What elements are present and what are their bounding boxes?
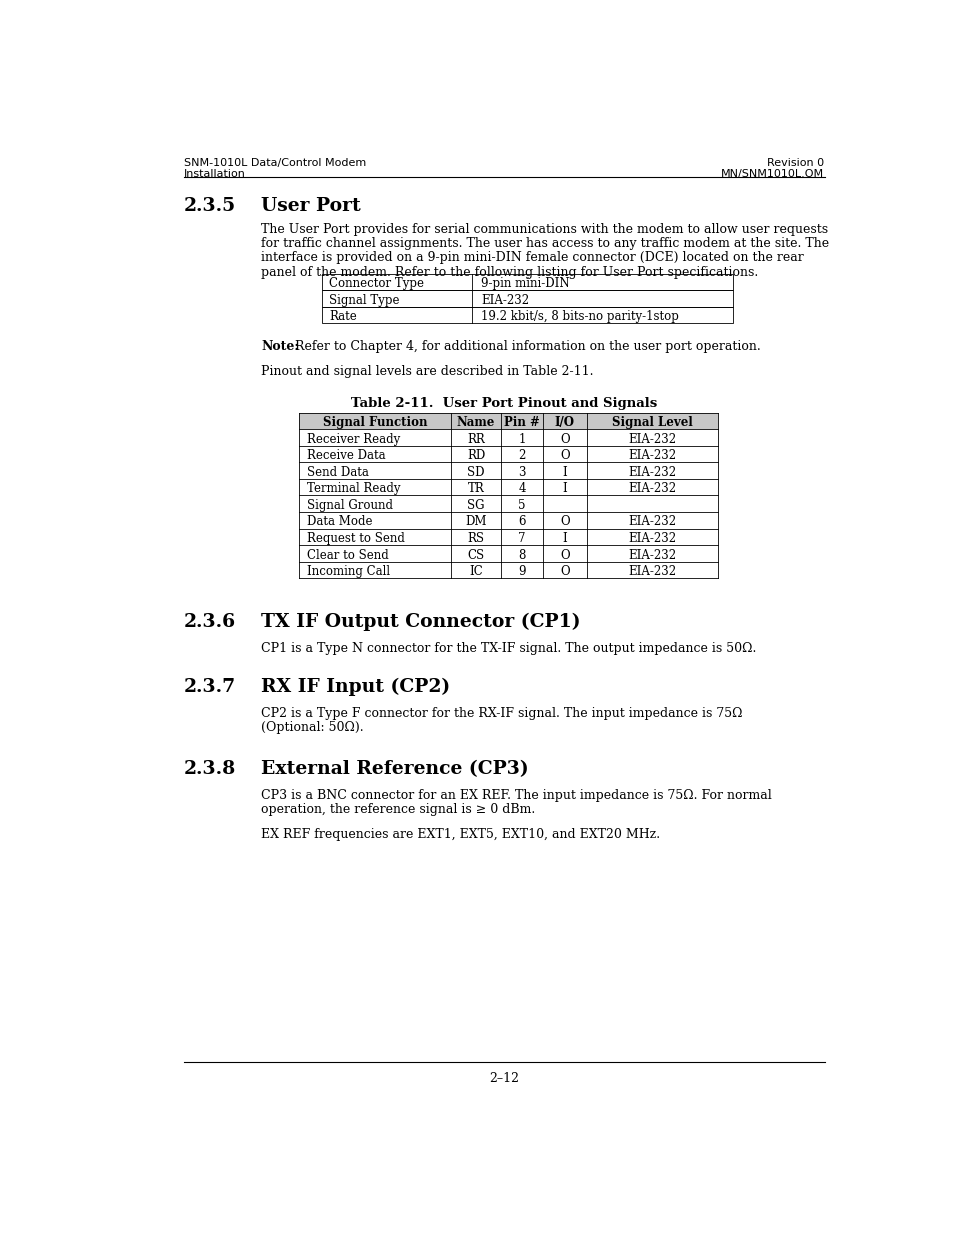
Text: The User Port provides for serial communications with the modem to allow user re: The User Port provides for serial commun…	[261, 222, 827, 236]
Text: O: O	[559, 450, 569, 462]
Text: Incoming Call: Incoming Call	[307, 566, 390, 578]
Text: O: O	[559, 515, 569, 529]
Text: Receiver Ready: Receiver Ready	[307, 432, 399, 446]
Text: Note:: Note:	[261, 341, 298, 353]
Text: Rate: Rate	[329, 310, 356, 324]
Text: (Optional: 50Ω).: (Optional: 50Ω).	[261, 721, 363, 734]
Text: I: I	[562, 483, 567, 495]
Text: I: I	[562, 532, 567, 545]
Text: EIA-232: EIA-232	[627, 548, 676, 562]
Text: EIA-232: EIA-232	[480, 294, 529, 306]
Text: Pinout and signal levels are described in Table 2-11.: Pinout and signal levels are described i…	[261, 366, 593, 378]
Text: 9: 9	[518, 566, 525, 578]
Text: User Port: User Port	[261, 196, 360, 215]
Bar	[298, 412, 717, 430]
Text: RD: RD	[467, 450, 485, 462]
Text: EIA-232: EIA-232	[627, 515, 676, 529]
Text: CP2 is a Type F connector for the RX-IF signal. The input impedance is 75Ω: CP2 is a Type F connector for the RX-IF …	[261, 706, 741, 720]
Text: CP3 is a BNC connector for an EX REF. The input impedance is 75Ω. For normal: CP3 is a BNC connector for an EX REF. Th…	[261, 789, 771, 803]
Text: RX IF Input (CP2): RX IF Input (CP2)	[261, 678, 450, 695]
Text: 9-pin mini-DIN: 9-pin mini-DIN	[480, 277, 569, 290]
Text: Installation: Installation	[183, 169, 245, 179]
Text: 1: 1	[518, 432, 525, 446]
Text: O: O	[559, 432, 569, 446]
Text: EIA-232: EIA-232	[627, 532, 676, 545]
Text: EIA-232: EIA-232	[627, 483, 676, 495]
Text: 2.3.6: 2.3.6	[183, 613, 235, 631]
Text: 19.2 kbit/s, 8 bits-no parity-1stop: 19.2 kbit/s, 8 bits-no parity-1stop	[480, 310, 679, 324]
Text: I: I	[562, 466, 567, 479]
Bar	[322, 290, 732, 306]
Text: Refer to Chapter 4, for additional information on the user port operation.: Refer to Chapter 4, for additional infor…	[291, 341, 760, 353]
Text: 3: 3	[518, 466, 525, 479]
Text: 7: 7	[518, 532, 525, 545]
Text: EIA-232: EIA-232	[627, 566, 676, 578]
Text: TR: TR	[467, 483, 484, 495]
Text: 2.3.8: 2.3.8	[183, 760, 235, 778]
Text: Receive Data: Receive Data	[307, 450, 385, 462]
Text: Signal Level: Signal Level	[611, 416, 692, 429]
Bar	[322, 306, 732, 324]
Text: panel of the modem. Refer to the following listing for User Port specifications.: panel of the modem. Refer to the followi…	[261, 266, 758, 279]
Text: EIA-232: EIA-232	[627, 466, 676, 479]
Bar	[322, 274, 732, 290]
Text: EIA-232: EIA-232	[627, 432, 676, 446]
Text: Signal Function: Signal Function	[322, 416, 427, 429]
Text: Request to Send: Request to Send	[307, 532, 404, 545]
Text: SD: SD	[467, 466, 484, 479]
Text: MN/SNM1010L.OM: MN/SNM1010L.OM	[720, 169, 823, 179]
Text: 2.3.5: 2.3.5	[183, 196, 235, 215]
Text: 4: 4	[518, 483, 525, 495]
Text: CP1 is a Type N connector for the TX-IF signal. The output impedance is 50Ω.: CP1 is a Type N connector for the TX-IF …	[261, 642, 756, 655]
Text: EX REF frequencies are EXT1, EXT5, EXT10, and EXT20 MHz.: EX REF frequencies are EXT1, EXT5, EXT10…	[261, 827, 659, 841]
Text: Terminal Ready: Terminal Ready	[307, 483, 400, 495]
Text: Name: Name	[456, 416, 495, 429]
Text: interface is provided on a 9-pin mini-DIN female connector (DCE) located on the : interface is provided on a 9-pin mini-DI…	[261, 252, 803, 264]
Text: Revision 0: Revision 0	[766, 158, 823, 168]
Text: TX IF Output Connector (CP1): TX IF Output Connector (CP1)	[261, 613, 580, 631]
Text: Signal Type: Signal Type	[329, 294, 399, 306]
Text: DM: DM	[465, 515, 486, 529]
Text: EIA-232: EIA-232	[627, 450, 676, 462]
Text: O: O	[559, 566, 569, 578]
Text: Table 2-11.  User Port Pinout and Signals: Table 2-11. User Port Pinout and Signals	[351, 398, 657, 410]
Text: operation, the reference signal is ≥ 0 dBm.: operation, the reference signal is ≥ 0 d…	[261, 804, 535, 816]
Text: 2.3.7: 2.3.7	[183, 678, 235, 695]
Text: 6: 6	[518, 515, 525, 529]
Text: Pin #: Pin #	[504, 416, 539, 429]
Text: 2–12: 2–12	[489, 1072, 518, 1086]
Text: I/O: I/O	[555, 416, 575, 429]
Text: CS: CS	[467, 548, 484, 562]
Text: IC: IC	[469, 566, 482, 578]
Text: 5: 5	[518, 499, 525, 513]
Text: Data Mode: Data Mode	[307, 515, 372, 529]
Text: for traffic channel assignments. The user has access to any traffic modem at the: for traffic channel assignments. The use…	[261, 237, 828, 251]
Text: SG: SG	[467, 499, 484, 513]
Text: Clear to Send: Clear to Send	[307, 548, 388, 562]
Text: 2: 2	[518, 450, 525, 462]
Text: 8: 8	[518, 548, 525, 562]
Text: O: O	[559, 548, 569, 562]
Text: Signal Ground: Signal Ground	[307, 499, 393, 513]
Text: SNM-1010L Data/Control Modem: SNM-1010L Data/Control Modem	[183, 158, 365, 168]
Text: External Reference (CP3): External Reference (CP3)	[261, 760, 528, 778]
Text: RR: RR	[467, 432, 484, 446]
Text: Send Data: Send Data	[307, 466, 368, 479]
Text: Connector Type: Connector Type	[329, 277, 424, 290]
Text: RS: RS	[467, 532, 484, 545]
